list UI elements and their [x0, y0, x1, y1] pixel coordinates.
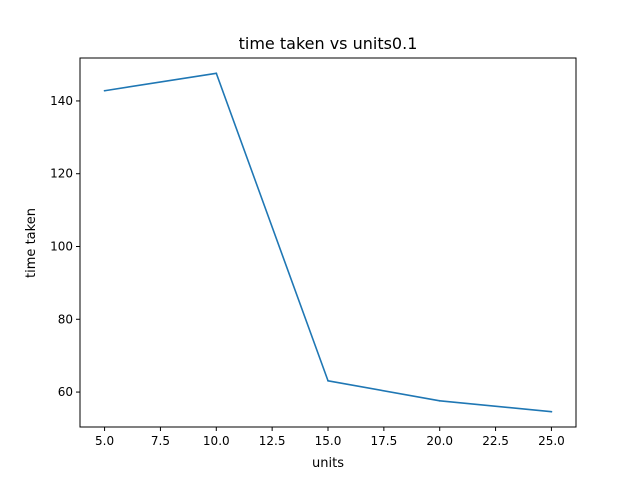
data-point: [103, 89, 106, 92]
x-tick-label: 5.0: [95, 434, 114, 448]
y-axis-label: time taken: [24, 208, 39, 278]
y-tick-label: 140: [50, 94, 73, 108]
y-tick-label: 120: [50, 167, 73, 181]
chart-title: time taken vs units0.1: [239, 34, 418, 53]
data-point: [215, 72, 218, 75]
y-axis-ticks: 60 80 100 120 140: [50, 94, 80, 399]
x-tick-label: 20.0: [426, 434, 453, 448]
x-tick-label: 10.0: [203, 434, 230, 448]
y-tick-label: 60: [58, 385, 73, 399]
x-axis-label: units: [312, 456, 344, 471]
data-point: [550, 410, 553, 413]
y-tick-label: 80: [58, 312, 73, 326]
x-tick-label: 17.5: [370, 434, 397, 448]
x-tick-label: 15.0: [315, 434, 342, 448]
plot-area-frame: [79, 57, 577, 428]
series-layer: [103, 72, 553, 413]
x-axis-ticks: 5.0 7.5 10.0 12.5 15.0 17.5 20.0 22.5 25.0: [95, 427, 565, 448]
data-point: [327, 379, 329, 382]
x-tick-label: 22.5: [482, 434, 509, 448]
y-tick-label: 100: [50, 240, 73, 254]
data-point: [438, 399, 441, 402]
x-tick-label: 7.5: [151, 434, 170, 448]
x-tick-label: 25.0: [538, 434, 565, 448]
x-tick-label: 12.5: [259, 434, 286, 448]
